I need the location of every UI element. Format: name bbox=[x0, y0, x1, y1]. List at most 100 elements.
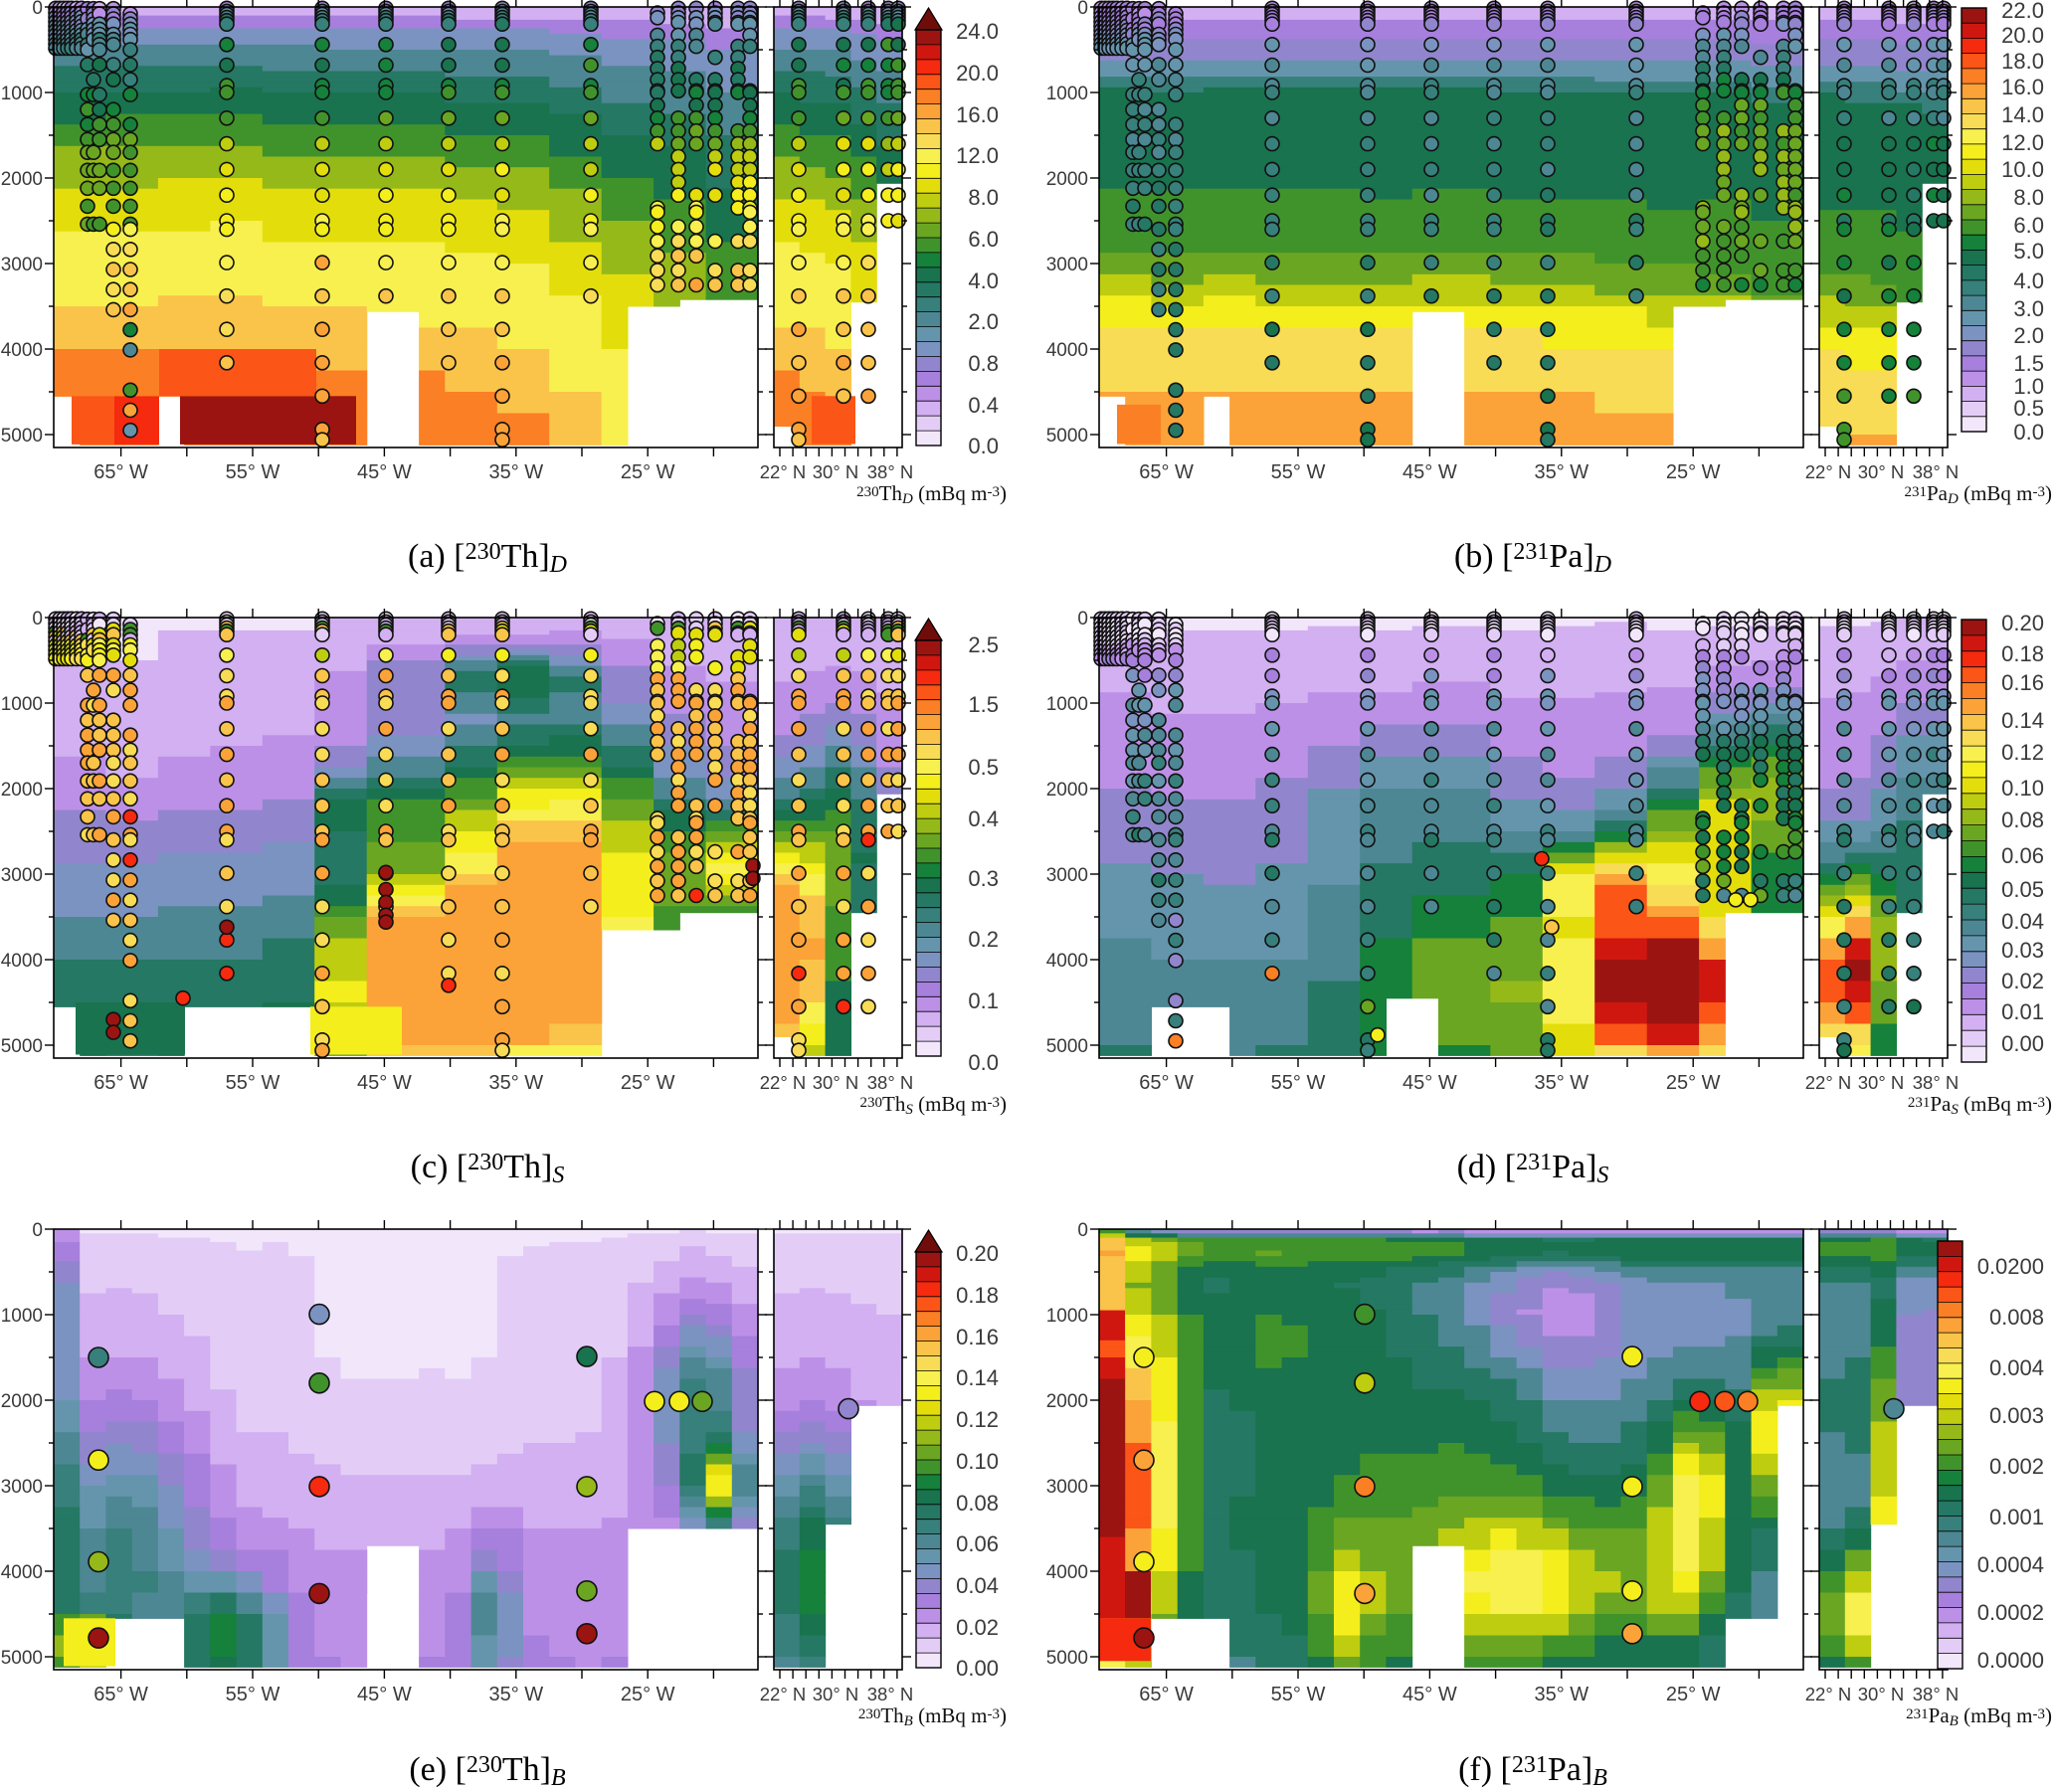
svg-text:0.02: 0.02 bbox=[2001, 969, 2044, 993]
svg-text:35° W: 35° W bbox=[1534, 1072, 1589, 1094]
svg-text:3000: 3000 bbox=[1046, 865, 1088, 886]
svg-text:8.0: 8.0 bbox=[2013, 185, 2044, 210]
svg-text:1000: 1000 bbox=[1046, 694, 1088, 715]
svg-text:0.10: 0.10 bbox=[2001, 776, 2044, 801]
svg-text:22° N: 22° N bbox=[760, 461, 806, 482]
svg-text:6.0: 6.0 bbox=[968, 227, 999, 252]
svg-text:6.0: 6.0 bbox=[2013, 213, 2044, 238]
svg-text:30° N: 30° N bbox=[813, 461, 858, 482]
svg-text:0.14: 0.14 bbox=[956, 1365, 999, 1390]
svg-text:1.5: 1.5 bbox=[2013, 351, 2044, 376]
svg-text:231PaS (mBq m-3): 231PaS (mBq m-3) bbox=[1908, 1092, 2052, 1118]
svg-text:0.18: 0.18 bbox=[2001, 641, 2044, 666]
svg-text:38° N: 38° N bbox=[867, 461, 913, 482]
svg-text:4000: 4000 bbox=[1, 340, 43, 361]
svg-text:35° W: 35° W bbox=[1534, 461, 1589, 483]
svg-text:5000: 5000 bbox=[1, 426, 43, 447]
svg-text:65° W: 65° W bbox=[93, 1072, 148, 1094]
svg-text:8.0: 8.0 bbox=[968, 185, 999, 210]
svg-text:35° W: 35° W bbox=[488, 461, 543, 483]
svg-text:65° W: 65° W bbox=[1139, 1072, 1194, 1094]
svg-text:5000: 5000 bbox=[1046, 1036, 1088, 1057]
svg-text:0.5: 0.5 bbox=[968, 755, 999, 780]
svg-text:4.0: 4.0 bbox=[968, 269, 999, 293]
svg-text:2000: 2000 bbox=[1046, 780, 1088, 801]
svg-text:16.0: 16.0 bbox=[2001, 75, 2044, 99]
svg-text:65° W: 65° W bbox=[93, 1684, 148, 1705]
svg-text:0: 0 bbox=[1077, 609, 1088, 629]
svg-text:0.4: 0.4 bbox=[968, 393, 999, 418]
svg-text:25° W: 25° W bbox=[1666, 461, 1721, 483]
svg-text:1000: 1000 bbox=[1046, 84, 1088, 104]
svg-text:0.04: 0.04 bbox=[956, 1573, 999, 1598]
svg-text:3000: 3000 bbox=[1046, 255, 1088, 275]
svg-text:38° N: 38° N bbox=[1913, 1072, 1959, 1093]
svg-text:38° N: 38° N bbox=[1913, 461, 1959, 482]
svg-text:231PaD (mBq m-3): 231PaD (mBq m-3) bbox=[1904, 481, 2052, 507]
svg-text:4000: 4000 bbox=[1046, 951, 1088, 972]
svg-text:55° W: 55° W bbox=[226, 1072, 280, 1094]
svg-text:0.04: 0.04 bbox=[2001, 909, 2044, 934]
svg-text:3000: 3000 bbox=[1, 865, 43, 886]
svg-text:22.0: 22.0 bbox=[2001, 0, 2044, 23]
svg-text:45° W: 45° W bbox=[357, 1684, 412, 1705]
svg-text:1.5: 1.5 bbox=[968, 692, 999, 717]
svg-text:25° W: 25° W bbox=[1666, 1072, 1721, 1094]
svg-text:5000: 5000 bbox=[1, 1036, 43, 1057]
svg-text:0.2: 0.2 bbox=[968, 927, 999, 952]
svg-text:0: 0 bbox=[1077, 0, 1088, 19]
svg-text:0.01: 0.01 bbox=[2001, 999, 2044, 1024]
svg-text:24.0: 24.0 bbox=[956, 19, 999, 44]
svg-text:25° W: 25° W bbox=[621, 1684, 675, 1705]
svg-text:5000: 5000 bbox=[1046, 426, 1088, 447]
svg-text:18.0: 18.0 bbox=[2001, 49, 2044, 74]
svg-text:1000: 1000 bbox=[1, 84, 43, 104]
svg-text:0.08: 0.08 bbox=[2001, 807, 2044, 832]
svg-text:4000: 4000 bbox=[1, 1562, 43, 1583]
svg-text:0.12: 0.12 bbox=[956, 1407, 999, 1432]
svg-text:0.0: 0.0 bbox=[968, 1050, 999, 1075]
svg-text:2.0: 2.0 bbox=[2013, 323, 2044, 348]
svg-text:0.20: 0.20 bbox=[956, 1241, 999, 1266]
svg-text:45° W: 45° W bbox=[1402, 1072, 1457, 1094]
svg-text:0.10: 0.10 bbox=[956, 1449, 999, 1474]
svg-text:1000: 1000 bbox=[1, 694, 43, 715]
svg-text:0.08: 0.08 bbox=[956, 1491, 999, 1516]
svg-text:0.18: 0.18 bbox=[956, 1283, 999, 1308]
svg-text:25° W: 25° W bbox=[621, 1072, 675, 1094]
svg-text:0.14: 0.14 bbox=[2001, 708, 2044, 733]
svg-text:14.0: 14.0 bbox=[2001, 102, 2044, 127]
svg-text:0.06: 0.06 bbox=[2001, 843, 2044, 868]
svg-text:4000: 4000 bbox=[1046, 340, 1088, 361]
svg-text:30° N: 30° N bbox=[1858, 1072, 1904, 1093]
svg-text:35° W: 35° W bbox=[488, 1072, 543, 1094]
svg-text:230ThS (mBq m-3): 230ThS (mBq m-3) bbox=[860, 1092, 1008, 1118]
svg-text:0: 0 bbox=[32, 1220, 43, 1241]
svg-text:3.0: 3.0 bbox=[2013, 296, 2044, 321]
svg-text:0.5: 0.5 bbox=[2013, 396, 2044, 421]
svg-text:2.5: 2.5 bbox=[968, 632, 999, 657]
svg-text:0.8: 0.8 bbox=[968, 351, 999, 376]
svg-text:2000: 2000 bbox=[1046, 169, 1088, 190]
svg-text:22° N: 22° N bbox=[1805, 461, 1851, 482]
svg-text:0: 0 bbox=[32, 609, 43, 629]
svg-text:65° W: 65° W bbox=[93, 461, 148, 483]
svg-text:5000: 5000 bbox=[1, 1648, 43, 1669]
svg-text:10.0: 10.0 bbox=[2001, 157, 2044, 182]
svg-text:45° W: 45° W bbox=[357, 1072, 412, 1094]
svg-text:4000: 4000 bbox=[1, 951, 43, 972]
svg-text:230ThD (mBq m-3): 230ThD (mBq m-3) bbox=[856, 481, 1007, 507]
svg-text:4.0: 4.0 bbox=[2013, 269, 2044, 293]
svg-text:0: 0 bbox=[32, 0, 43, 19]
svg-text:30° N: 30° N bbox=[1858, 461, 1904, 482]
svg-text:5.0: 5.0 bbox=[2013, 239, 2044, 264]
svg-text:16.0: 16.0 bbox=[956, 102, 999, 127]
svg-text:2000: 2000 bbox=[1, 1391, 43, 1412]
svg-text:1000: 1000 bbox=[1, 1306, 43, 1327]
svg-text:0.12: 0.12 bbox=[2001, 740, 2044, 765]
svg-text:38° N: 38° N bbox=[867, 1684, 913, 1704]
svg-text:0.06: 0.06 bbox=[956, 1531, 999, 1556]
svg-text:20.0: 20.0 bbox=[956, 61, 999, 86]
svg-text:0.3: 0.3 bbox=[968, 866, 999, 891]
svg-text:0.4: 0.4 bbox=[968, 806, 999, 831]
